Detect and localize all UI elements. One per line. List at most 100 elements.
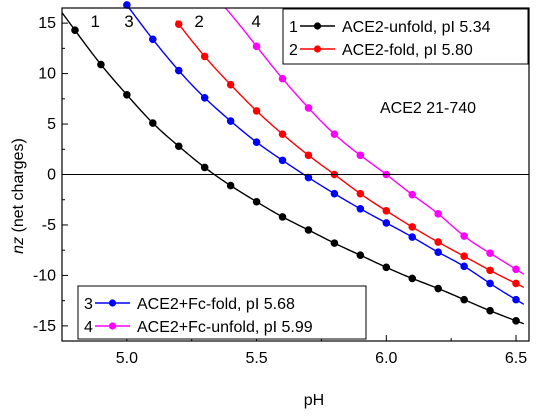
y-tick-label: 15 [38, 15, 56, 32]
y-tick-label: 10 [38, 66, 56, 83]
series-1-point [486, 306, 494, 315]
series-4-point [304, 104, 313, 112]
series-1-point [460, 295, 468, 304]
y-axis-label: nz (net charges) [10, 138, 27, 254]
series-4-point [408, 190, 417, 199]
series-4-point [356, 151, 365, 160]
x-tick-label: 5.5 [245, 350, 267, 367]
series-2-point [408, 223, 417, 231]
series-3-point [304, 173, 313, 182]
series-3-point [226, 117, 235, 125]
legend-entry-marker [108, 299, 117, 307]
series-2-number-label: 2 [194, 12, 203, 31]
series-1-point [97, 60, 105, 69]
series-1-point [434, 284, 442, 293]
series-4-point [330, 130, 339, 138]
series-4-point [486, 249, 494, 258]
series-3-point [460, 262, 468, 271]
y-tick-label: -5 [42, 217, 56, 234]
legend-box [77, 285, 367, 340]
series-2-point [174, 20, 183, 28]
series-1-point [382, 263, 391, 272]
series-2-point [486, 266, 494, 275]
series-3-point [382, 219, 391, 227]
y-axis-label-italic: nz [10, 237, 27, 254]
x-tick-label: 6.5 [505, 350, 527, 367]
series-2-point [252, 107, 261, 115]
series-1-point [149, 119, 157, 127]
series-2-point [382, 207, 391, 215]
legend-entry-label: ACE2-unfold, pI 5.34 [342, 19, 491, 36]
series-3-point [330, 189, 339, 198]
series-3-point [356, 205, 365, 213]
series-3-point [252, 138, 261, 147]
series-4-point [460, 232, 468, 240]
chart-annotation: ACE2 21-740 [380, 100, 476, 117]
legend-box [282, 8, 529, 65]
series-1-point [408, 274, 417, 283]
series-1-point [330, 239, 339, 247]
series-1-point [252, 197, 261, 206]
legend-entry-number: 2 [289, 42, 298, 59]
series-3-point [512, 295, 520, 304]
series-1-point [304, 226, 313, 234]
series-2-point [356, 189, 365, 198]
series-3-point [278, 156, 287, 165]
x-tick-label: 5.0 [116, 350, 138, 367]
x-axis-label: pH [304, 392, 324, 409]
series-3-point [486, 279, 494, 288]
y-axis-label-rest: (net charges) [10, 138, 27, 237]
series-3-point [408, 233, 417, 241]
series-1-line [61, 12, 525, 325]
ticks-layer: 5.0 5.5 6.0 6.5 -15 -10 -5 0 5 10 15 [33, 15, 527, 367]
series-1-number-label: 1 [91, 12, 100, 31]
y-tick-label: 0 [47, 167, 56, 184]
y-tick-label: -15 [33, 318, 56, 335]
legend-bottom-left: 3 ACE2+Fc-fold, pI 5.68 4 ACE2+Fc-unfold, p… [77, 285, 367, 340]
legend-top-right: 1 ACE2-unfold, pI 5.34 2 ACE2-fold, pI 5.80 [282, 8, 529, 65]
legend-entry-number: 3 [84, 296, 93, 313]
series-2-point [226, 80, 235, 89]
series-3-point [149, 35, 157, 44]
legend-entry-number: 4 [84, 319, 93, 336]
series-3-point [434, 248, 442, 256]
y-tick-label: 5 [47, 116, 56, 133]
legend-entry-number: 1 [289, 19, 298, 36]
series-1-point [226, 181, 235, 190]
series-4-line [224, 7, 525, 275]
series-4-point [512, 265, 520, 274]
series-1-point [278, 213, 287, 221]
series-4-number-label: 4 [251, 12, 260, 31]
series-1-point [356, 251, 365, 260]
labels-layer: 1 2 3 4 [91, 12, 261, 31]
y-tick-label: -10 [33, 267, 56, 284]
series-1-point [200, 163, 209, 172]
series-1-point [123, 90, 131, 99]
points-layer [71, 1, 520, 325]
series-2-point [200, 52, 209, 61]
legend-entry-label: ACE2+Fc-unfold, pI 5.99 [137, 319, 313, 336]
series-3-point [174, 66, 183, 75]
legend-entry-label: ACE2+Fc-fold, pI 5.68 [137, 296, 295, 313]
series-1-point [512, 317, 520, 325]
series-2-point [434, 238, 442, 246]
series-2-point [304, 151, 313, 160]
series-3-point [200, 94, 209, 102]
series-2-point [278, 130, 287, 138]
legend-entry-label: ACE2-fold, pI 5.80 [342, 42, 473, 59]
series-3-line [126, 7, 525, 305]
legend-entry-marker [313, 45, 322, 53]
series-2-point [512, 279, 520, 288]
series-4-point [252, 42, 261, 51]
series-4-point [434, 210, 442, 218]
legend-entry-marker [313, 22, 322, 30]
series-3-number-label: 3 [124, 12, 133, 31]
series-1-point [174, 142, 183, 151]
series-4-point [278, 74, 287, 83]
series-1-point [71, 26, 79, 35]
legend-entry-marker [108, 322, 117, 330]
series-3-point [123, 1, 131, 9]
series-2-point [460, 252, 468, 261]
